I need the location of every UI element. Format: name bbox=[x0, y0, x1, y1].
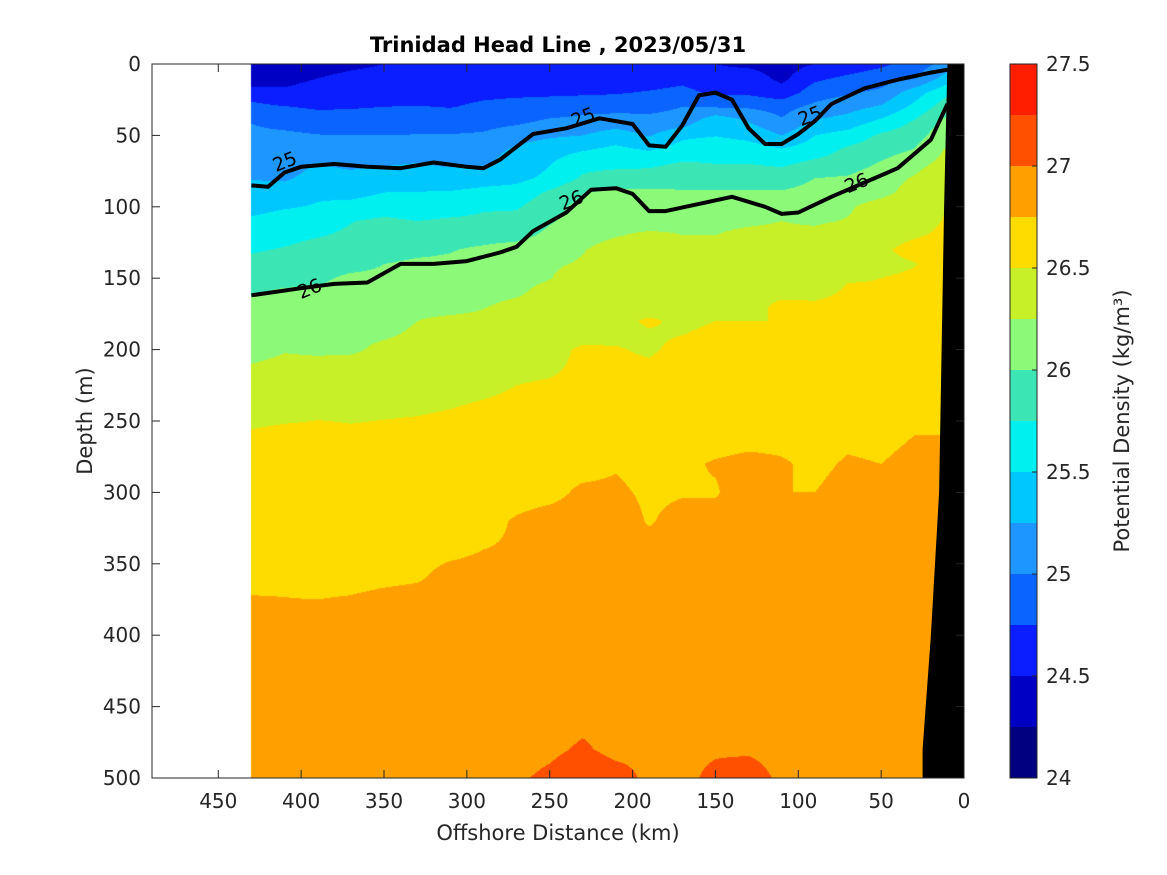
x-tick-label: 400 bbox=[282, 789, 320, 813]
colorbar-segment bbox=[1010, 166, 1037, 217]
colorbar-segment bbox=[1010, 676, 1037, 727]
chart-title: Trinidad Head Line , 2023/05/31 bbox=[370, 33, 746, 57]
y-axis-label: Depth (m) bbox=[73, 367, 97, 474]
colorbar-tick-label: 24 bbox=[1046, 766, 1071, 790]
x-tick-label: 250 bbox=[531, 789, 569, 813]
colorbar-tick-label: 27 bbox=[1046, 154, 1071, 178]
colorbar-tick-label: 26 bbox=[1046, 358, 1071, 382]
colorbar-label: Potential Density (kg/m³) bbox=[1110, 289, 1134, 552]
colorbar-segment bbox=[1010, 727, 1037, 778]
x-tick-label: 300 bbox=[448, 789, 486, 813]
y-tick-label: 50 bbox=[116, 123, 141, 147]
colorbar-segment bbox=[1010, 421, 1037, 472]
y-tick-label: 500 bbox=[103, 766, 141, 790]
seafloor-mask bbox=[922, 64, 964, 778]
x-tick-label: 50 bbox=[868, 789, 893, 813]
y-tick-label: 200 bbox=[103, 338, 141, 362]
colorbar-tick-label: 25.5 bbox=[1046, 460, 1091, 484]
x-tick-label: 450 bbox=[199, 789, 237, 813]
colorbar-segment bbox=[1010, 217, 1037, 268]
y-tick-label: 450 bbox=[103, 695, 141, 719]
isoline-26 bbox=[251, 103, 950, 298]
y-tick-label: 0 bbox=[128, 52, 141, 76]
colorbar-tick-label: 26.5 bbox=[1046, 256, 1091, 280]
colorbar-segment bbox=[1010, 472, 1037, 523]
colorbar-segment bbox=[1010, 268, 1037, 319]
y-tick-label: 250 bbox=[103, 409, 141, 433]
y-tick-label: 300 bbox=[103, 480, 141, 504]
isoline-25 bbox=[251, 67, 948, 189]
y-tick-label: 150 bbox=[103, 266, 141, 290]
colorbar-tick-label: 25 bbox=[1046, 562, 1071, 586]
density-contour-fill bbox=[152, 64, 964, 778]
colorbar-segment bbox=[1010, 574, 1037, 625]
colorbar-segment bbox=[1010, 523, 1037, 574]
colorbar-tick-label: 27.5 bbox=[1046, 52, 1091, 76]
colorbar-segment bbox=[1010, 319, 1037, 370]
x-tick-label: 200 bbox=[613, 789, 651, 813]
x-tick-label: 100 bbox=[779, 789, 817, 813]
colorbar-tick-label: 24.5 bbox=[1046, 664, 1091, 688]
colorbar-segment bbox=[1010, 370, 1037, 421]
y-tick-label: 400 bbox=[103, 623, 141, 647]
x-tick-label: 350 bbox=[365, 789, 403, 813]
y-tick-label: 100 bbox=[103, 195, 141, 219]
x-tick-label: 0 bbox=[958, 789, 971, 813]
colorbar-segment bbox=[1010, 625, 1037, 676]
colorbar: 24 24.5 25 25.5 26 26.5 27 27.5 bbox=[1009, 52, 1091, 790]
x-axis-ticks: 450 400 350 300 250 200 150 100 50 0 bbox=[199, 64, 970, 813]
y-tick-label: 350 bbox=[103, 552, 141, 576]
x-axis-label: Offshore Distance (km) bbox=[436, 821, 679, 845]
colorbar-segment bbox=[1010, 115, 1037, 166]
y-axis-ticks: 0 50 100 150 200 250 300 350 400 450 500 bbox=[103, 52, 964, 790]
colorbar-segment bbox=[1010, 64, 1037, 115]
colorbar-frame bbox=[1009, 63, 1038, 779]
x-tick-label: 150 bbox=[696, 789, 734, 813]
